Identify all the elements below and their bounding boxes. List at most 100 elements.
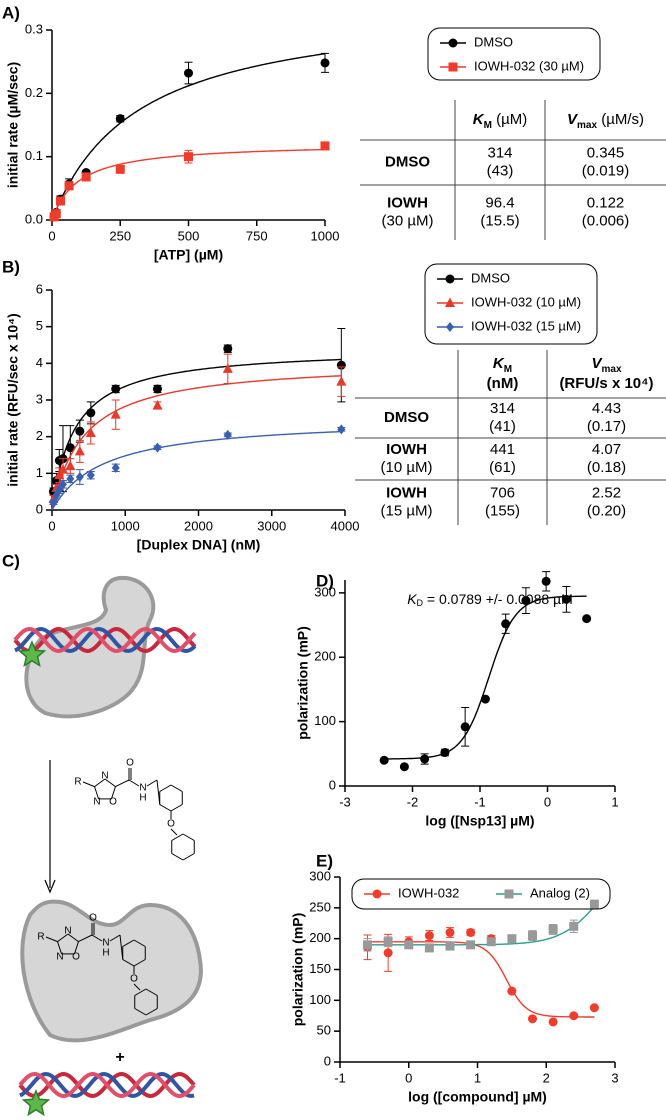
bond [146, 779, 158, 787]
point [404, 940, 414, 950]
y-tick-label: 0 [329, 777, 336, 792]
point [55, 484, 64, 495]
point [507, 986, 517, 996]
fit-curve [384, 595, 587, 760]
plus-sign: + [115, 1049, 124, 1066]
y-tick-label: 0.2 [25, 85, 43, 100]
atom-label: N [56, 952, 63, 963]
bond [182, 853, 195, 861]
y-tick-label: 100 [309, 992, 331, 1007]
table-cell: 441 [490, 441, 515, 458]
point [501, 619, 511, 629]
atom-label: O [89, 913, 97, 924]
y-tick-label: 200 [314, 649, 336, 664]
bond [182, 833, 195, 841]
x-tick-label: 0 [48, 518, 55, 533]
bond [73, 941, 79, 955]
point [66, 473, 75, 484]
panel-label: E) [316, 851, 333, 870]
bond [170, 828, 178, 836]
bond [57, 933, 69, 943]
point [466, 940, 476, 950]
bond [91, 934, 103, 942]
x-tick-label: 1000 [311, 228, 340, 243]
point [460, 722, 470, 732]
point [111, 462, 120, 473]
annotation: KD = 0.0789 +/- 0.0088 µM [407, 591, 573, 609]
y-tick-label: 300 [314, 584, 336, 599]
atom-label: N [64, 926, 71, 937]
atom-label: H [139, 793, 146, 804]
point [65, 443, 75, 453]
bond [170, 784, 183, 792]
fit-curve [51, 53, 326, 221]
y-axis-label: initial rate (RFU/sec x 10⁴) [5, 313, 21, 486]
table-cell: (43) [487, 162, 514, 179]
bond [122, 959, 135, 967]
point [222, 363, 233, 373]
legend-box [427, 27, 601, 81]
header-subscript: max [577, 120, 597, 131]
point [115, 114, 125, 124]
point [548, 924, 558, 934]
table-cell: 706 [490, 484, 515, 501]
y-axis-label: polarization (mP) [295, 626, 311, 740]
point [589, 899, 599, 909]
bond [159, 784, 172, 792]
point [383, 937, 393, 947]
point [440, 748, 450, 758]
table-header: Vmax [591, 355, 621, 375]
header-subscript: M [504, 364, 512, 375]
point [223, 429, 232, 440]
point [75, 426, 85, 436]
bond [133, 983, 141, 991]
x-axis-label: log ([Nsp13] µM) [425, 813, 534, 829]
y-tick-label: 200 [309, 930, 331, 945]
table-cell: 4.43 [592, 400, 621, 417]
x-tick-label: -1 [334, 1070, 346, 1085]
point [58, 479, 67, 490]
dna-strand [13, 626, 197, 654]
atom-label: N [139, 783, 146, 794]
y-tick-label: 1 [36, 465, 43, 480]
point [337, 424, 346, 435]
point [184, 68, 193, 78]
header-subscript: max [602, 364, 622, 375]
fit-curve [51, 430, 342, 511]
point [111, 384, 121, 394]
bond [133, 939, 146, 947]
point [51, 209, 61, 219]
table-cell: (0.006) [582, 212, 630, 229]
legend-box [351, 878, 611, 910]
table-cell: (0.17) [587, 418, 626, 435]
point [86, 470, 95, 481]
table-cell: 0.122 [587, 194, 625, 211]
point [521, 596, 531, 606]
table-cell: 314 [490, 400, 515, 417]
bond [78, 934, 93, 943]
header-unit: (RFU/s x 10⁴) [559, 375, 653, 392]
point [56, 196, 66, 206]
x-axis-label: [ATP] (µM) [154, 247, 223, 263]
point [115, 164, 125, 174]
bond [122, 939, 135, 947]
row-label: IOWH [387, 194, 428, 211]
bond [94, 778, 106, 788]
bond [119, 934, 124, 960]
table-cell: 0.345 [587, 144, 625, 161]
x-tick-label: 0 [405, 1070, 412, 1085]
point [424, 943, 434, 953]
row-label: (10 µM) [381, 459, 433, 476]
point [507, 934, 517, 944]
x-tick-label: 1000 [111, 518, 140, 533]
point [184, 152, 193, 162]
table-cell: 2.52 [592, 484, 621, 501]
table-header: Vmax (µM/s) [567, 111, 644, 131]
row-label: (15 µM) [381, 502, 433, 519]
point [320, 58, 330, 68]
legend-label: DMSO [474, 34, 513, 49]
point [223, 344, 233, 354]
point [528, 931, 537, 941]
point [486, 937, 496, 947]
